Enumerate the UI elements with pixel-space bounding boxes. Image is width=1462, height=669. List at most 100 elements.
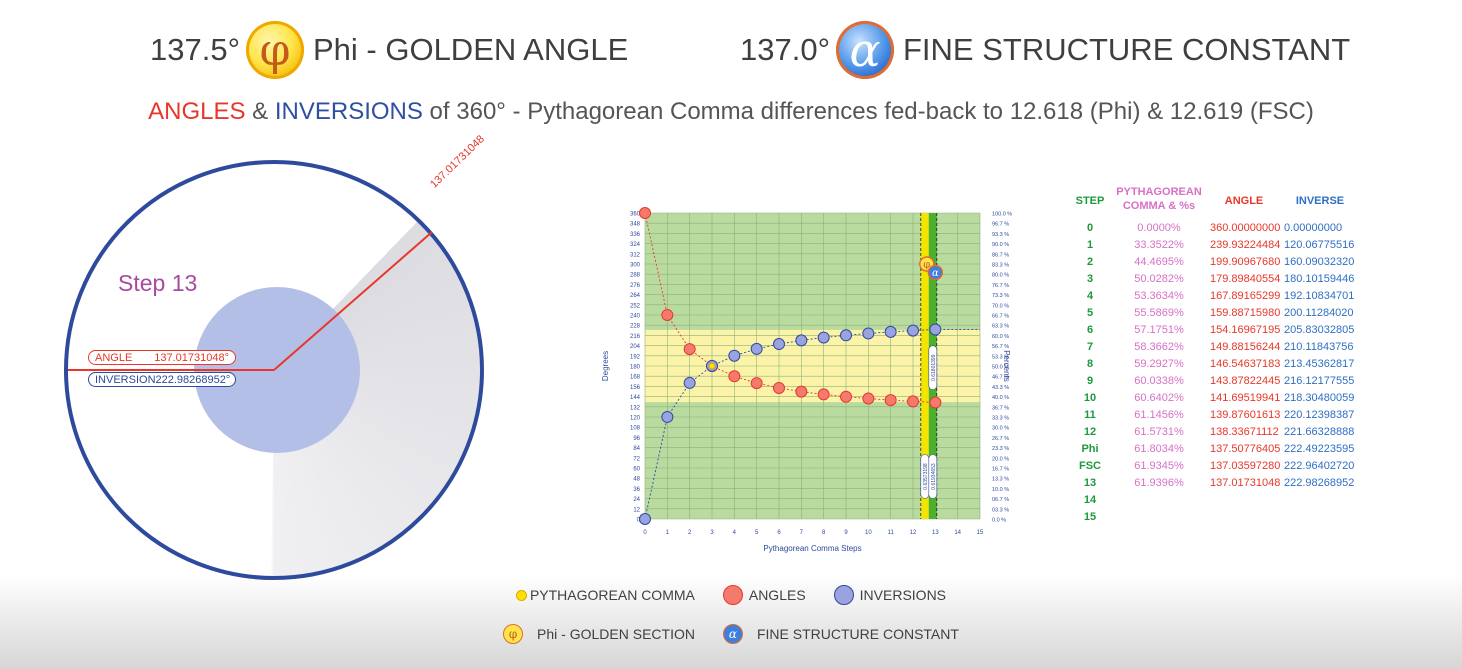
phi-marker-glyph: φ bbox=[923, 260, 930, 271]
cell-step: 1 bbox=[1086, 239, 1094, 251]
angle-point bbox=[683, 343, 696, 356]
cell-comma: 61.1456% bbox=[1134, 409, 1184, 421]
cell-angle: 139.87601613 bbox=[1210, 409, 1281, 421]
inversion-point bbox=[907, 324, 919, 337]
cell-comma: 60.0338% bbox=[1134, 375, 1184, 387]
cell-comma: 55.5869% bbox=[1134, 307, 1184, 319]
x-tick-label: 0 bbox=[643, 530, 647, 536]
cell-step: 2 bbox=[1086, 256, 1094, 268]
cell-comma: 61.9396% bbox=[1134, 477, 1184, 489]
angle-point bbox=[795, 385, 808, 398]
y2-tick-label: 26.7 % bbox=[992, 436, 1009, 442]
y2-tick-label: 80.0 % bbox=[992, 273, 1009, 279]
x-tick-label: 2 bbox=[688, 530, 692, 536]
cell-inverse: 210.11843756 bbox=[1284, 341, 1354, 353]
cell-step: 6 bbox=[1086, 324, 1094, 336]
comma-dot-icon bbox=[515, 589, 527, 601]
header-inverse: INVERSE bbox=[1295, 195, 1345, 207]
cell-angle: 154.16967195 bbox=[1210, 324, 1281, 336]
y-tick-label: 120 bbox=[630, 416, 641, 422]
cell-comma: 61.5731% bbox=[1134, 426, 1184, 438]
y2-tick-label: 86.7 % bbox=[992, 252, 1009, 258]
y2-tick-label: 0.0 % bbox=[992, 518, 1006, 524]
fsc-value: 137.0° bbox=[740, 32, 830, 67]
legend-phi-label: Phi - GOLDEN SECTION bbox=[537, 626, 695, 642]
y-tick-label: 348 bbox=[630, 222, 641, 228]
y2-tick-label: 06.7 % bbox=[992, 497, 1009, 503]
cell-step: 8 bbox=[1086, 358, 1094, 370]
y2-tick-label: 43.3 % bbox=[992, 385, 1009, 391]
y-tick-label: 132 bbox=[630, 405, 641, 411]
legend-fsc: α FINE STRUCTURE CONSTANT bbox=[722, 624, 959, 644]
subtitle-amp: & bbox=[245, 98, 275, 125]
legend-row-2: φ Phi - GOLDEN SECTION α FINE STRUCTURE CO… bbox=[0, 624, 1462, 644]
y-tick-label: 0 bbox=[637, 518, 641, 524]
cell-comma: 33.3522% bbox=[1134, 239, 1184, 251]
golden-angle-value: 137.5° bbox=[150, 32, 240, 67]
vertical-value-label: 0.61801399 bbox=[931, 354, 937, 381]
y-tick-label: 216 bbox=[630, 334, 641, 340]
angles-chart: 0122436486072849610812013214415616818019… bbox=[601, 207, 1012, 553]
cell-inverse: 222.96402720 bbox=[1284, 460, 1355, 472]
golden-angle-title: Phi - GOLDEN ANGLE bbox=[312, 32, 629, 67]
vertical-value-label: 0.63573198 bbox=[923, 463, 929, 490]
y-tick-label: 180 bbox=[630, 365, 641, 371]
cell-step: 11 bbox=[1084, 409, 1096, 421]
y-tick-label: 204 bbox=[630, 344, 641, 350]
header-right: 137.0° α FINE STRUCTURE CONSTANT bbox=[740, 21, 1350, 79]
legend-angles-label: ANGLES bbox=[748, 587, 806, 603]
angle-point bbox=[773, 381, 785, 394]
y2-tick-label: 10.0 % bbox=[992, 487, 1009, 493]
y2-tick-label: 20.0 % bbox=[992, 456, 1009, 462]
y2-tick-label: 30.0 % bbox=[992, 426, 1009, 432]
cell-angle: 159.88715980 bbox=[1210, 307, 1281, 319]
x-tick-label: 15 bbox=[977, 530, 984, 536]
cell-angle: 141.69519941 bbox=[1210, 392, 1281, 404]
cell-comma: 58.3662% bbox=[1134, 341, 1184, 353]
inversion-point bbox=[795, 334, 808, 347]
angle-point bbox=[862, 392, 875, 405]
cell-step: 7 bbox=[1086, 341, 1094, 353]
inversion-pill-value: 222.98268952° bbox=[155, 373, 231, 386]
y-tick-label: 312 bbox=[630, 252, 641, 258]
inversion-point bbox=[661, 410, 674, 423]
inversion-point bbox=[817, 331, 830, 344]
cell-angle: 138.33671112 bbox=[1210, 426, 1279, 438]
header-left: 137.5° φ Phi - GOLDEN ANGLE bbox=[150, 21, 629, 79]
angle-point bbox=[817, 388, 830, 401]
subtitle-angles: ANGLES bbox=[148, 98, 246, 125]
ray-angle-label: 137.01731048 bbox=[428, 133, 487, 191]
cell-comma: 61.8034% bbox=[1134, 443, 1184, 455]
inversion-point bbox=[728, 349, 741, 362]
y2-tick-label: 53.3 % bbox=[992, 354, 1009, 360]
comma-crossing-point bbox=[708, 362, 716, 370]
y-tick-label: 156 bbox=[630, 385, 641, 391]
y-tick-label: 84 bbox=[633, 446, 640, 452]
inversion-pill-label: INVERSION bbox=[95, 373, 156, 386]
cell-angle: 143.87822445 bbox=[1210, 375, 1281, 387]
cell-comma: 57.1751% bbox=[1134, 324, 1184, 336]
angle-point bbox=[750, 377, 763, 390]
cell-inverse: 120.06775516 bbox=[1284, 239, 1355, 251]
legend-fsc-label: FINE STRUCTURE CONSTANT bbox=[756, 626, 959, 642]
inversion-point bbox=[840, 329, 852, 342]
cell-inverse: 222.98268952 bbox=[1284, 477, 1355, 489]
cell-angle: 179.89840554 bbox=[1210, 273, 1281, 285]
cell-step: 14 bbox=[1083, 494, 1097, 506]
cell-step: 9 bbox=[1086, 375, 1094, 387]
fsc-dot-icon: α bbox=[722, 624, 743, 644]
cell-comma: 44.4695% bbox=[1134, 256, 1184, 268]
angle-point bbox=[929, 396, 942, 409]
angle-pill-label: ANGLE bbox=[95, 351, 133, 364]
cell-step: 12 bbox=[1083, 426, 1097, 438]
x-tick-label: 10 bbox=[865, 530, 872, 536]
x-tick-label: 7 bbox=[800, 530, 804, 536]
x-tick-label: 12 bbox=[910, 530, 917, 536]
cell-angle: 149.88156244 bbox=[1210, 341, 1281, 353]
angle-pill-value: 137.01731048° bbox=[154, 351, 229, 364]
x-tick-label: 14 bbox=[954, 530, 961, 536]
vertical-value-pill bbox=[928, 454, 938, 499]
y-tick-label: 12 bbox=[633, 507, 640, 513]
fsc-marker-icon bbox=[927, 264, 944, 281]
y2-tick-label: 93.3 % bbox=[992, 232, 1009, 238]
